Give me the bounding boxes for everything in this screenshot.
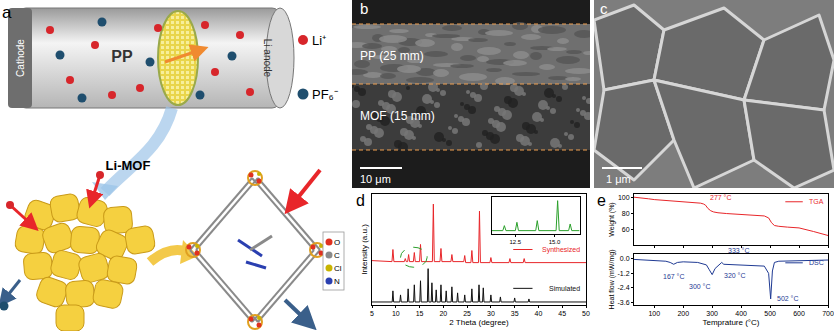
svg-text:25: 25 [463,310,471,317]
svg-text:277 °C: 277 °C [710,194,731,201]
svg-text:300 °C: 300 °C [689,283,710,290]
svg-text:Weight (%): Weight (%) [608,202,616,237]
svg-text:PP: PP [111,48,133,65]
svg-text:600: 600 [793,310,805,317]
svg-text:Cathode: Cathode [15,39,26,77]
svg-text:333 °C: 333 °C [728,247,749,254]
svg-text:60: 60 [622,226,630,233]
svg-text:100: 100 [618,194,630,201]
svg-text:400: 400 [735,310,747,317]
svg-text:1 μm: 1 μm [606,173,631,185]
svg-text:80: 80 [622,210,630,217]
svg-text:Li-MOF: Li-MOF [106,158,151,173]
svg-text:Intensity (a.u.): Intensity (a.u.) [360,224,369,275]
svg-text:Synthesized: Synthesized [542,246,580,254]
svg-text:Cl: Cl [334,264,342,273]
svg-text:502 °C: 502 °C [777,295,798,302]
svg-text:45: 45 [558,310,566,317]
svg-text:500: 500 [764,310,776,317]
svg-text:Heat flow (mW/mg): Heat flow (mW/mg) [608,250,616,310]
svg-text:-2.4: -2.4 [618,284,630,291]
svg-text:Li⁺: Li⁺ [312,33,326,48]
svg-text:TGA: TGA [809,198,824,205]
svg-text:Temprature (°C): Temprature (°C) [703,318,760,327]
svg-text:Li anode: Li anode [262,39,273,78]
svg-text:40: 40 [535,310,543,317]
svg-text:-1.2: -1.2 [618,270,630,277]
svg-text:5: 5 [370,310,374,317]
svg-text:320 °C: 320 °C [724,272,745,279]
svg-text:0.0: 0.0 [620,255,630,262]
svg-text:30: 30 [487,310,495,317]
svg-text:100: 100 [648,310,660,317]
svg-text:15.0: 15.0 [549,239,561,245]
svg-text:20: 20 [439,310,447,317]
svg-text:Simulated: Simulated [549,285,580,292]
html-text:d: d [356,192,365,209]
svg-text:-3.6: -3.6 [618,299,630,306]
svg-text:700: 700 [822,310,834,317]
svg-text:2 Theta (degree): 2 Theta (degree) [449,318,509,327]
svg-text:10 μm: 10 μm [360,173,391,185]
svg-text:b: b [360,0,368,17]
svg-text:PF₆⁻: PF₆⁻ [312,87,338,102]
svg-text:O: O [334,238,340,247]
svg-text:a: a [2,3,12,22]
svg-text:35: 35 [511,310,519,317]
svg-text:50: 50 [582,310,590,317]
svg-text:167 °C: 167 °C [663,273,684,280]
svg-text:C: C [334,251,340,260]
html-text:e: e [597,192,606,209]
svg-text:c: c [600,0,608,17]
svg-text:15: 15 [416,310,424,317]
svg-text:MOF (15 mm): MOF (15 mm) [360,109,435,123]
svg-text:200: 200 [677,310,689,317]
svg-text:300: 300 [706,310,718,317]
svg-text:10: 10 [392,310,400,317]
svg-text:12.5: 12.5 [509,239,521,245]
svg-text:N: N [334,277,340,286]
svg-text:DSC: DSC [809,259,824,266]
svg-text:PP (25 mm): PP (25 mm) [360,49,424,63]
